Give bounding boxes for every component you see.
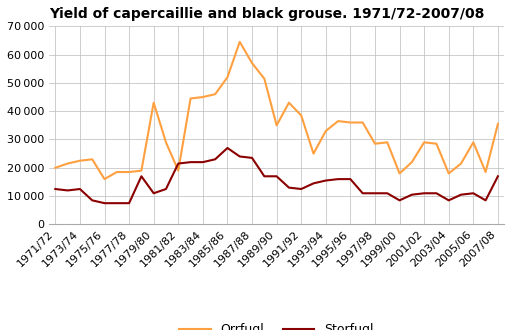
Storfugl — [175, 162, 181, 166]
Storfugl — [372, 191, 378, 195]
Storfugl — [286, 186, 292, 190]
Storfugl — [311, 182, 317, 185]
Orrfugl — [323, 129, 329, 133]
Orrfugl — [52, 166, 58, 170]
Orrfugl — [114, 170, 120, 174]
Orrfugl — [261, 77, 267, 81]
Storfugl — [482, 198, 489, 202]
Orrfugl — [188, 96, 194, 100]
Storfugl — [409, 193, 415, 197]
Orrfugl — [138, 169, 145, 173]
Orrfugl — [200, 95, 206, 99]
Orrfugl — [212, 92, 218, 96]
Orrfugl — [126, 170, 132, 174]
Orrfugl — [446, 172, 452, 176]
Line: Orrfugl: Orrfugl — [55, 42, 498, 179]
Orrfugl — [298, 114, 304, 117]
Orrfugl — [421, 140, 427, 144]
Storfugl — [458, 193, 464, 197]
Orrfugl — [397, 172, 403, 176]
Orrfugl — [347, 120, 354, 124]
Orrfugl — [372, 142, 378, 146]
Storfugl — [347, 177, 354, 181]
Storfugl — [237, 154, 243, 158]
Text: Yield of capercaillie and black grouse. 1971/72-2007/08: Yield of capercaillie and black grouse. … — [49, 7, 484, 21]
Orrfugl — [335, 119, 341, 123]
Orrfugl — [495, 122, 501, 126]
Storfugl — [224, 146, 230, 150]
Storfugl — [77, 187, 83, 191]
Storfugl — [446, 198, 452, 202]
Orrfugl — [102, 177, 108, 181]
Orrfugl — [409, 160, 415, 164]
Orrfugl — [273, 123, 280, 127]
Storfugl — [421, 191, 427, 195]
Orrfugl — [249, 61, 255, 65]
Orrfugl — [360, 120, 366, 124]
Orrfugl — [458, 162, 464, 166]
Line: Storfugl: Storfugl — [55, 148, 498, 203]
Storfugl — [335, 177, 341, 181]
Storfugl — [52, 187, 58, 191]
Storfugl — [397, 198, 403, 202]
Storfugl — [151, 191, 157, 195]
Storfugl — [212, 157, 218, 161]
Storfugl — [200, 160, 206, 164]
Orrfugl — [311, 152, 317, 156]
Storfugl — [433, 191, 439, 195]
Orrfugl — [482, 170, 489, 174]
Orrfugl — [175, 169, 181, 173]
Storfugl — [470, 191, 476, 195]
Orrfugl — [151, 101, 157, 105]
Orrfugl — [470, 140, 476, 144]
Orrfugl — [163, 140, 169, 144]
Legend: Orrfugl, Storfugl: Orrfugl, Storfugl — [174, 318, 379, 330]
Storfugl — [360, 191, 366, 195]
Storfugl — [323, 179, 329, 182]
Orrfugl — [224, 75, 230, 79]
Storfugl — [298, 187, 304, 191]
Storfugl — [138, 174, 145, 178]
Storfugl — [188, 160, 194, 164]
Storfugl — [64, 188, 71, 192]
Storfugl — [261, 174, 267, 178]
Storfugl — [249, 156, 255, 160]
Storfugl — [102, 201, 108, 205]
Storfugl — [384, 191, 390, 195]
Storfugl — [163, 187, 169, 191]
Storfugl — [273, 174, 280, 178]
Orrfugl — [64, 162, 71, 166]
Orrfugl — [77, 159, 83, 163]
Storfugl — [126, 201, 132, 205]
Storfugl — [114, 201, 120, 205]
Orrfugl — [433, 142, 439, 146]
Storfugl — [495, 174, 501, 178]
Storfugl — [89, 198, 95, 202]
Orrfugl — [237, 40, 243, 44]
Orrfugl — [89, 157, 95, 161]
Orrfugl — [286, 101, 292, 105]
Orrfugl — [384, 140, 390, 144]
